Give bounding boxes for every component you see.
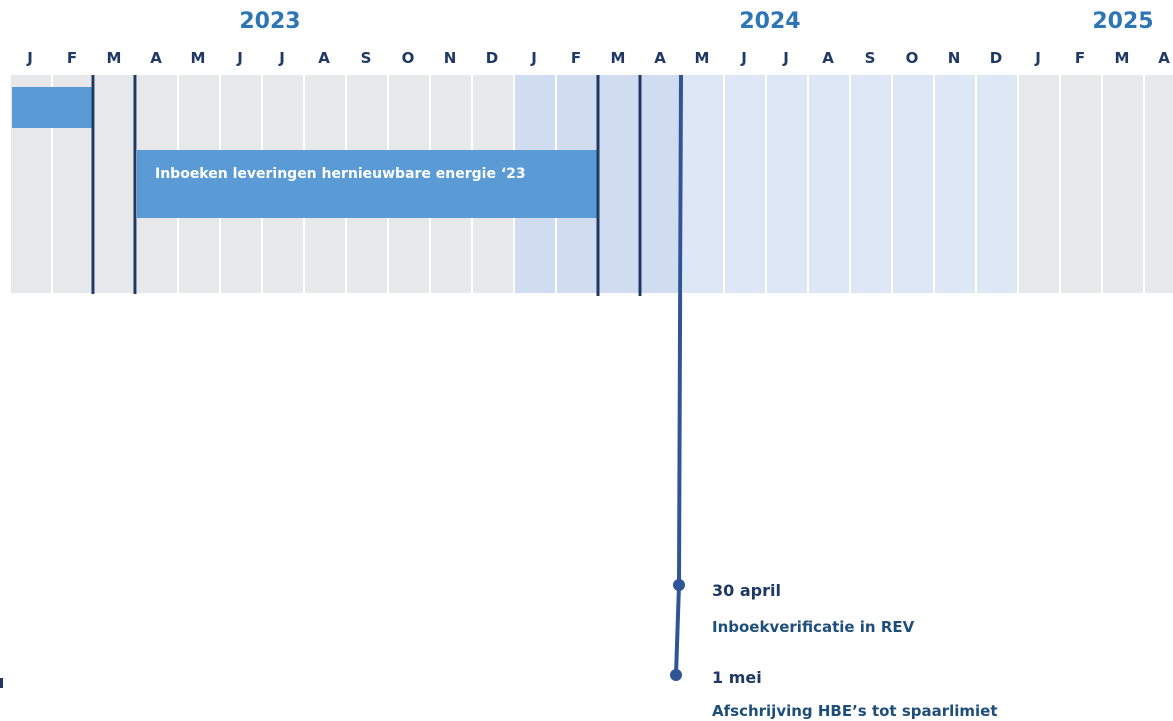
month-label: M — [107, 49, 122, 67]
month-cell — [1061, 75, 1101, 293]
month-label: A — [318, 49, 330, 67]
month-cell — [599, 75, 639, 293]
month-label: J — [1034, 49, 1041, 67]
milestone-text: Afschrijving HBE’s tot spaarlimiet — [712, 702, 998, 720]
month-cell — [935, 75, 975, 293]
month-label: J — [236, 49, 243, 67]
month-label: F — [67, 49, 77, 67]
year: 2025 — [1092, 9, 1153, 34]
month-cell — [893, 75, 933, 293]
month-label: F — [1075, 49, 1085, 67]
milestone-dot — [670, 669, 682, 681]
month-label: F — [571, 49, 581, 67]
month-label: J — [26, 49, 33, 67]
month-label: D — [990, 49, 1002, 67]
year: 2024 — [739, 9, 800, 34]
month-label: A — [654, 49, 666, 67]
month-cell — [683, 75, 723, 293]
month-cell — [1019, 75, 1059, 293]
month-cell — [641, 75, 681, 293]
month-label: O — [402, 49, 415, 67]
month-label: M — [695, 49, 710, 67]
month-label: J — [530, 49, 537, 67]
month-cell — [1145, 75, 1173, 293]
month-label: A — [1158, 49, 1170, 67]
month-label: M — [1115, 49, 1130, 67]
month-cell — [95, 75, 135, 293]
month-label: D — [486, 49, 498, 67]
month-label: A — [822, 49, 834, 67]
month-label: O — [906, 49, 919, 67]
month-label: A — [150, 49, 162, 67]
month-cell — [767, 75, 807, 293]
bar-previous — [12, 87, 93, 128]
milestone-text: Inboekverificatie in REV — [712, 618, 915, 636]
month-label: J — [782, 49, 789, 67]
month-label: S — [361, 49, 372, 67]
month-label: J — [278, 49, 285, 67]
month-label: M — [611, 49, 626, 67]
milestone-date: 1 mei — [712, 668, 762, 687]
bar-label: Inboeken leveringen hernieuwbare energie… — [155, 166, 526, 182]
month-label: N — [948, 49, 961, 67]
month-cell — [725, 75, 765, 293]
month-label: J — [740, 49, 747, 67]
month-cell — [851, 75, 891, 293]
month-cell — [1103, 75, 1143, 293]
month-label: N — [444, 49, 457, 67]
milestone-date: 30 april — [712, 581, 781, 600]
bar — [137, 150, 597, 218]
milestone-dot — [673, 579, 685, 591]
edge-mark — [0, 678, 3, 688]
dividers — [91, 75, 642, 296]
month-label: M — [191, 49, 206, 67]
month-label: S — [865, 49, 876, 67]
month-cell — [809, 75, 849, 293]
year: 2023 — [239, 9, 300, 34]
month-cell — [977, 75, 1017, 293]
